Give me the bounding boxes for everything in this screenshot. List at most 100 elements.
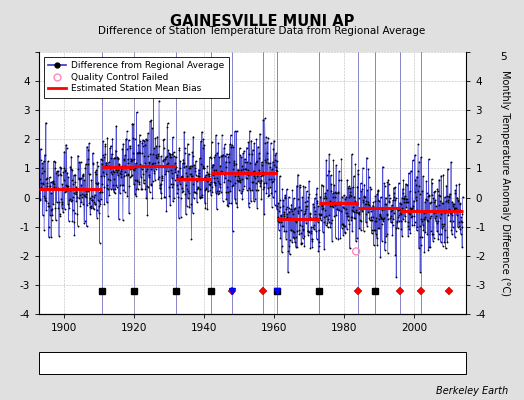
Point bbox=[313, 185, 321, 192]
Point bbox=[435, 193, 444, 199]
Point bbox=[64, 218, 73, 224]
Point bbox=[131, 177, 139, 183]
Point bbox=[133, 178, 141, 184]
Point bbox=[72, 198, 81, 204]
Point bbox=[125, 174, 134, 180]
Point bbox=[73, 222, 82, 229]
Point bbox=[339, 204, 347, 210]
Point bbox=[264, 185, 272, 192]
Point bbox=[430, 188, 438, 195]
Point bbox=[37, 157, 45, 164]
Point bbox=[224, 154, 232, 160]
Point bbox=[213, 190, 222, 197]
Point bbox=[132, 160, 140, 167]
Point bbox=[279, 223, 287, 229]
Point bbox=[342, 209, 351, 216]
Point bbox=[236, 176, 245, 183]
Point bbox=[350, 209, 358, 215]
Point bbox=[443, 234, 451, 240]
Point bbox=[374, 187, 383, 193]
Point bbox=[257, 159, 266, 165]
Point bbox=[127, 156, 136, 163]
Point bbox=[219, 169, 227, 176]
Point bbox=[244, 167, 252, 173]
Point bbox=[458, 194, 467, 200]
Point bbox=[412, 182, 420, 188]
Point bbox=[221, 175, 230, 181]
Point bbox=[377, 215, 385, 221]
Point bbox=[189, 180, 198, 187]
Point bbox=[296, 222, 304, 229]
Point bbox=[281, 194, 290, 201]
Point bbox=[376, 254, 385, 260]
Point bbox=[402, 198, 411, 205]
Point bbox=[66, 186, 74, 193]
Point bbox=[102, 182, 111, 188]
Point bbox=[109, 182, 117, 188]
Point bbox=[179, 188, 187, 194]
Point bbox=[328, 238, 336, 244]
Point bbox=[142, 195, 150, 202]
Point bbox=[58, 198, 66, 205]
Point bbox=[90, 194, 99, 200]
Point bbox=[54, 186, 63, 192]
Point bbox=[411, 177, 420, 183]
Point bbox=[226, 132, 235, 138]
Point bbox=[421, 198, 429, 205]
Point bbox=[183, 186, 191, 192]
Point bbox=[80, 220, 88, 226]
Point bbox=[373, 191, 381, 197]
Point bbox=[315, 215, 324, 222]
Point bbox=[403, 181, 411, 188]
Point bbox=[214, 140, 223, 146]
Point bbox=[457, 214, 465, 221]
Point bbox=[408, 222, 417, 228]
Point bbox=[106, 177, 115, 183]
Point bbox=[274, 213, 282, 220]
Point bbox=[425, 199, 434, 206]
Point bbox=[266, 170, 274, 176]
Point bbox=[419, 226, 428, 233]
Point bbox=[436, 214, 444, 221]
Point bbox=[82, 223, 91, 230]
Point bbox=[378, 216, 387, 222]
Point bbox=[279, 211, 288, 217]
Point bbox=[75, 194, 84, 201]
Point bbox=[192, 190, 201, 196]
Point bbox=[219, 198, 227, 204]
Point bbox=[135, 149, 143, 155]
Point bbox=[329, 204, 337, 210]
Point bbox=[122, 136, 130, 143]
Point bbox=[186, 163, 194, 170]
Point bbox=[442, 198, 450, 205]
Point bbox=[334, 190, 342, 196]
Point bbox=[124, 171, 132, 177]
Point bbox=[171, 154, 180, 160]
Point bbox=[201, 186, 209, 193]
Point bbox=[79, 173, 87, 179]
Point bbox=[320, 219, 328, 225]
Point bbox=[241, 156, 249, 162]
Point bbox=[347, 151, 356, 158]
Point bbox=[367, 214, 376, 220]
Point bbox=[157, 153, 165, 160]
Point bbox=[393, 205, 401, 212]
Point bbox=[395, 206, 403, 212]
Point bbox=[280, 209, 289, 216]
Point bbox=[188, 149, 196, 155]
Point bbox=[407, 205, 416, 212]
Point bbox=[433, 188, 442, 194]
Point bbox=[251, 195, 259, 202]
Point bbox=[220, 171, 228, 177]
Point bbox=[458, 211, 466, 217]
Point bbox=[267, 166, 276, 172]
Point bbox=[399, 177, 408, 184]
Point bbox=[66, 204, 74, 211]
Point bbox=[51, 165, 59, 172]
Point bbox=[312, 236, 321, 242]
Point bbox=[296, 182, 304, 188]
Point bbox=[95, 240, 104, 246]
Point bbox=[438, 224, 446, 231]
Point bbox=[352, 207, 360, 213]
Point bbox=[292, 218, 301, 225]
